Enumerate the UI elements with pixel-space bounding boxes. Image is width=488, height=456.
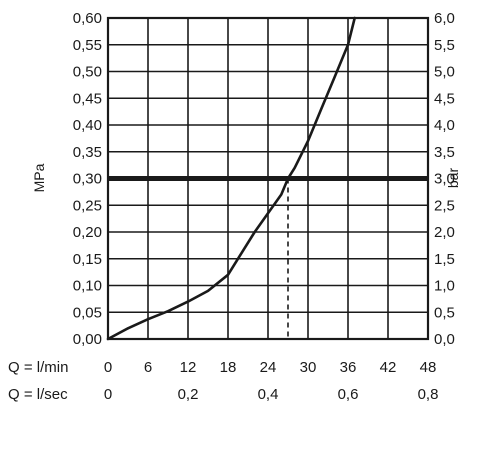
left-tick-label: 0,00 <box>73 331 102 348</box>
tick-labels: 0,00 0,00,05 0,50,10 1,00,15 1,50,20 2,00,25 2… <box>73 10 455 403</box>
x-tick-label-lsec: 0 <box>104 386 112 403</box>
right-tick-label: 1,0 <box>434 278 455 295</box>
y-axis-label-left: MPa <box>31 163 47 192</box>
right-tick-label: 5,5 <box>434 37 455 54</box>
left-tick-label: 0,30 <box>73 171 102 188</box>
right-tick-label: 0,0 <box>434 331 455 348</box>
x-tick-label-lsec: 0,4 <box>258 386 279 403</box>
left-tick-label: 0,40 <box>73 117 102 134</box>
left-tick-label: 0,60 <box>73 10 102 27</box>
left-tick-label: 0,20 <box>73 224 102 241</box>
left-tick-label: 0,35 <box>73 144 102 161</box>
x-axis-label-lmin: Q = l/min <box>8 359 68 376</box>
x-tick-label-lmin: 18 <box>220 359 237 376</box>
series-layer <box>106 16 357 341</box>
x-tick-label-lmin: 12 <box>180 359 197 376</box>
left-tick-label: 0,45 <box>73 90 102 107</box>
x-tick-label-lmin: 36 <box>340 359 357 376</box>
x-tick-label-lmin: 30 <box>300 359 317 376</box>
x-tick-label-lmin: 48 <box>420 359 437 376</box>
y-axis-label-right: bar <box>445 168 461 189</box>
right-tick-label: 0,5 <box>434 304 455 321</box>
right-tick-label: 3,5 <box>434 144 455 161</box>
x-tick-label-lmin: 42 <box>380 359 397 376</box>
right-tick-label: 4,5 <box>434 90 455 107</box>
right-tick-label: 5,0 <box>434 64 455 81</box>
left-tick-label: 0,25 <box>73 197 102 214</box>
x-axis-label-lsec: Q = l/sec <box>8 386 68 403</box>
right-tick-label: 2,0 <box>434 224 455 241</box>
left-tick-label: 0,55 <box>73 37 102 54</box>
right-tick-label: 3,0 <box>434 171 455 188</box>
plot-border <box>106 16 430 341</box>
x-tick-label-lsec: 0,2 <box>178 386 199 403</box>
plot-frame <box>106 16 430 341</box>
x-tick-label-lsec: 0,6 <box>338 386 359 403</box>
right-tick-label: 6,0 <box>434 10 455 27</box>
reference-line-layer <box>108 176 428 339</box>
left-tick-label: 0,15 <box>73 251 102 268</box>
left-tick-label: 0,05 <box>73 304 102 321</box>
left-tick-label: 0,10 <box>73 278 102 295</box>
left-tick-label: 0,50 <box>73 64 102 81</box>
right-tick-label: 4,0 <box>434 117 455 134</box>
right-tick-label: 2,5 <box>434 197 455 214</box>
x-tick-label-lmin: 6 <box>144 359 152 376</box>
right-tick-label: 1,5 <box>434 251 455 268</box>
series-line <box>106 16 357 341</box>
x-tick-label-lmin: 0 <box>104 359 112 376</box>
x-tick-label-lsec: 0,8 <box>418 386 439 403</box>
x-tick-label-lmin: 24 <box>260 359 277 376</box>
